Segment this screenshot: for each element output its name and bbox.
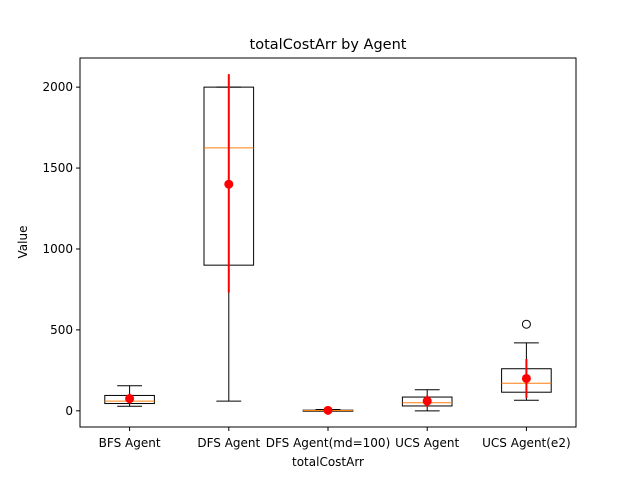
x-tick-label: UCS Agent	[395, 436, 459, 450]
outlier-point	[521, 319, 531, 329]
y-axis-label: Value	[16, 226, 30, 259]
box-group	[203, 74, 255, 402]
x-axis-label: totalCostArr	[292, 455, 364, 469]
mean-marker	[422, 396, 432, 406]
mean-marker	[125, 394, 135, 404]
box-group	[401, 389, 453, 412]
plot-area	[104, 74, 552, 415]
y-tick-label: 2000	[42, 80, 73, 94]
y-tick-label: 1500	[42, 161, 73, 175]
mean-marker	[323, 405, 333, 415]
box-group	[302, 405, 354, 415]
y-tick-label: 500	[50, 323, 73, 337]
y-tick-label: 1000	[42, 242, 73, 256]
box-group	[501, 319, 552, 401]
mean-marker	[521, 373, 531, 383]
x-axis: BFS Agent DFS Agent DFS Agent(md=100) UCS A…	[99, 427, 571, 450]
x-tick-label: DFS Agent	[197, 436, 260, 450]
chart-title: totalCostArr by Agent	[250, 37, 407, 53]
y-tick-label: 0	[65, 404, 73, 418]
y-axis: 0 500 1000 1500 2000	[42, 80, 80, 418]
box-group	[104, 385, 155, 407]
x-tick-label: DFS Agent(md=100)	[266, 436, 391, 450]
x-tick-label: BFS Agent	[99, 436, 161, 450]
x-tick-label: UCS Agent(e2)	[482, 436, 571, 450]
mean-marker	[224, 179, 234, 189]
